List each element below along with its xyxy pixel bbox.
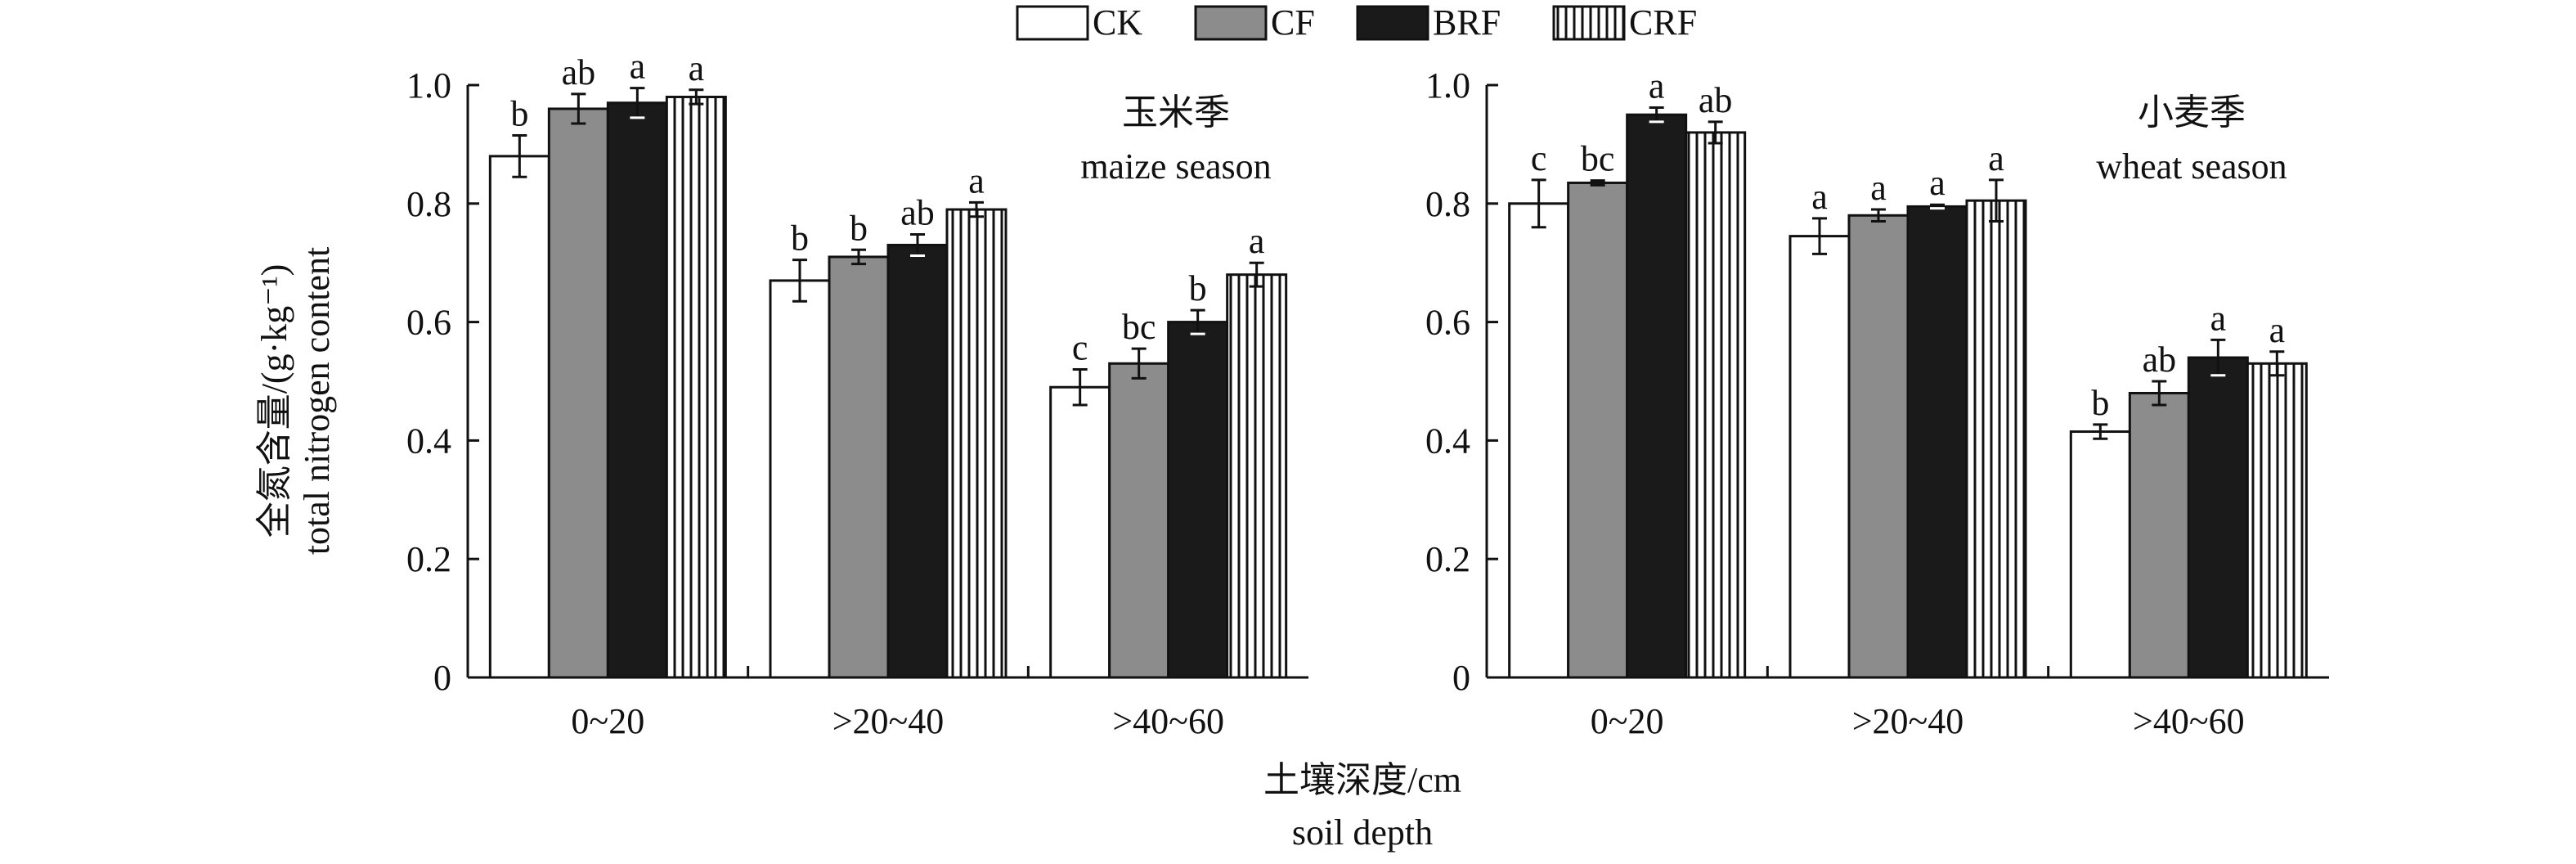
x-tick-label: >20~40: [832, 701, 945, 741]
bar-crf: [1965, 199, 2027, 679]
significance-letter: ab: [2143, 340, 2177, 380]
x-tick-label: >40~60: [2133, 701, 2245, 741]
legend-label-crf: CRF: [1629, 2, 1697, 43]
y-axis-title: 全氮含量/(g·kg⁻¹) total nitrogen content: [254, 247, 337, 555]
x-axis-title-cn: 土壤深度/cm: [1263, 760, 1461, 800]
bar-cf: [1108, 362, 1170, 679]
legend-item-crf: CRF: [1552, 2, 1697, 43]
legend-swatch-cf: [1194, 5, 1268, 41]
significance-letter: a: [1811, 177, 1828, 217]
bar-ck: [488, 155, 550, 679]
bar-brf: [606, 101, 668, 679]
bar-crf: [945, 208, 1008, 679]
y-tick-label: 1.0: [406, 65, 451, 106]
significance-letter: ab: [900, 192, 935, 232]
significance-letter: b: [1189, 268, 1207, 308]
bar-cf: [1567, 181, 1629, 679]
y-tick-label: 0.2: [406, 539, 451, 579]
bar-ck: [1049, 385, 1111, 679]
bar-ck: [2069, 430, 2131, 679]
y-tick-label: 1.0: [1425, 65, 1470, 106]
bar-crf: [665, 95, 727, 679]
bar-crf: [2246, 362, 2308, 679]
significance-letter: ab: [562, 52, 596, 92]
x-tick-label: >20~40: [1852, 701, 1964, 741]
significance-letter: c: [1531, 138, 1547, 178]
x-axis-title: 土壤深度/cm soil depth: [1263, 760, 1461, 853]
significance-letter: a: [1249, 221, 1265, 261]
significance-letter: b: [791, 218, 809, 259]
panel-title-en: wheat season: [2096, 146, 2287, 187]
panel-title-cn: 玉米季: [1122, 92, 1230, 133]
y-tick-label: 0: [433, 658, 451, 698]
significance-letter: a: [689, 48, 705, 88]
y-tick-label: 0.8: [406, 184, 451, 224]
significance-letter: ab: [1699, 80, 1733, 120]
legend-swatch-brf: [1356, 5, 1429, 41]
legend: CK CF BRF CRF: [1016, 2, 1697, 43]
y-tick-label: 0.8: [1425, 184, 1470, 224]
x-tick-label: 0~20: [571, 701, 644, 741]
significance-letter: a: [2210, 298, 2227, 338]
bar-brf: [2187, 356, 2249, 679]
panel-maize-season: 玉米季 maize season 00.20.40.60.81.00~20bab…: [406, 47, 1308, 741]
legend-label-ck: CK: [1093, 2, 1142, 43]
y-axis-title-cn: 全氮含量/(g·kg⁻¹): [254, 264, 294, 538]
bar-ck: [1508, 202, 1570, 679]
legend-item-ck: CK: [1016, 2, 1142, 43]
legend-swatch-crf: [1552, 5, 1626, 41]
significance-letter: a: [2269, 310, 2286, 350]
legend-item-brf: BRF: [1356, 2, 1501, 43]
significance-letter: bc: [1581, 139, 1615, 179]
bar-ck: [1788, 235, 1851, 679]
x-tick-label: 0~20: [1591, 701, 1664, 741]
significance-letter: a: [1649, 66, 1665, 106]
y-tick-label: 0: [1452, 658, 1470, 698]
significance-letter: a: [1929, 163, 1945, 203]
y-tick-label: 0.4: [1425, 421, 1470, 461]
significance-letter: a: [1870, 168, 1887, 208]
y-tick-label: 0.6: [1425, 303, 1470, 343]
significance-letter: a: [1988, 138, 2004, 178]
panel-title-cn: 小麦季: [2138, 92, 2246, 133]
y-tick-label: 0.4: [406, 421, 451, 461]
bar-ck: [769, 279, 831, 679]
bar-brf: [1167, 321, 1229, 679]
legend-label-brf: BRF: [1433, 2, 1501, 43]
panel-wheat-season: 小麦季 wheat season 0 0.2 0.4 0.6 0.8 1.0 0~20 c bc…: [1425, 65, 2329, 741]
significance-letter: a: [968, 160, 985, 200]
significance-letter: bc: [1122, 307, 1156, 347]
bar-cf: [2128, 391, 2190, 679]
legend-label-cf: CF: [1271, 2, 1315, 43]
legend-swatch-ck: [1016, 5, 1089, 41]
y-tick-label: 0.2: [1425, 539, 1470, 579]
significance-letter: b: [510, 94, 528, 134]
bar-brf: [886, 243, 949, 679]
bar-crf: [1226, 273, 1288, 679]
x-tick-label: >40~60: [1112, 701, 1224, 741]
x-axis-title-en: soil depth: [1292, 812, 1433, 853]
bar-cf: [1847, 214, 1910, 679]
bar-brf: [1906, 205, 1968, 679]
y-tick-label: 0.6: [406, 303, 451, 343]
bar-brf: [1626, 113, 1688, 679]
y-axis-title-en: total nitrogen content: [297, 247, 337, 555]
bar-cf: [828, 255, 890, 679]
significance-letter: a: [630, 47, 646, 87]
legend-item-cf: CF: [1194, 2, 1315, 43]
panel-title-en: maize season: [1080, 146, 1271, 187]
significance-letter: b: [850, 208, 868, 248]
significance-letter: c: [1072, 328, 1088, 368]
significance-letter: b: [2091, 383, 2109, 423]
bar-cf: [547, 107, 609, 679]
bar-crf: [1685, 131, 1747, 679]
